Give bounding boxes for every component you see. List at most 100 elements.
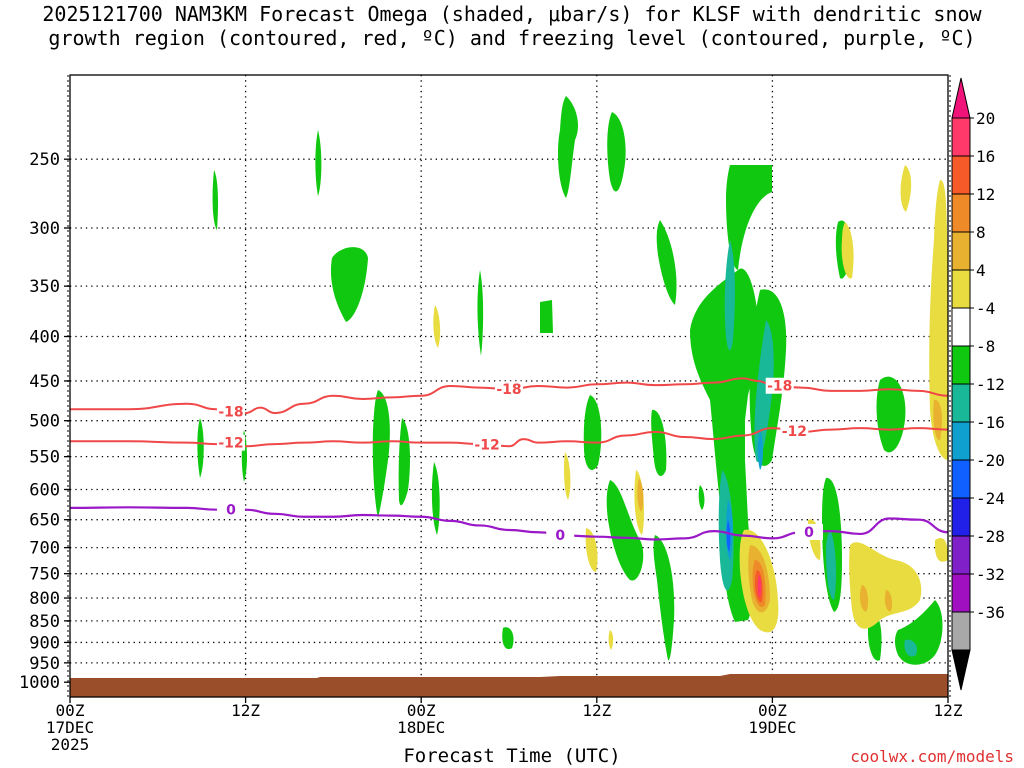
contour-label: -18	[767, 379, 792, 395]
omega-area	[754, 320, 774, 462]
contour-label-bg	[216, 403, 245, 420]
contour-label-bg	[794, 523, 823, 540]
x-tick-label: 18DEC	[397, 718, 445, 737]
omega-area	[653, 535, 675, 661]
colorbar-label: -28	[976, 527, 1005, 546]
y-tick-label: 300	[29, 219, 60, 239]
contour-label: -18	[496, 382, 521, 398]
colorbar-label: 16	[976, 147, 995, 166]
contour-label-bg	[495, 381, 523, 398]
y-tick-label: 350	[29, 277, 60, 297]
omega-area	[433, 305, 441, 348]
colorbar-swatch	[951, 193, 971, 233]
omega-area	[637, 478, 644, 512]
colorbar-label: -32	[976, 565, 1005, 584]
contour-label-bg	[473, 436, 502, 453]
omega-area	[212, 170, 218, 230]
omega-area	[540, 300, 553, 333]
x-tick-label: 2025	[51, 735, 90, 754]
y-tick-label: 250	[29, 150, 60, 170]
credit-text: coolwx.com/models	[850, 747, 1014, 766]
contour-lines: -18 -18 -18 -12 -12 -12 0 0 0	[69, 377, 949, 544]
y-tick-label: 800	[29, 589, 60, 609]
colorbar-swatch	[951, 383, 971, 423]
colorbar-top-arrow	[951, 77, 971, 119]
omega-area	[757, 430, 763, 470]
omega-area	[585, 528, 598, 572]
contour-label: 0	[555, 528, 565, 544]
omega-area	[929, 180, 948, 460]
omega-area	[690, 268, 759, 622]
omega-area	[197, 418, 204, 478]
omega-area	[724, 240, 735, 351]
colorbar-swatch	[951, 345, 971, 385]
colorbar-label: -16	[976, 413, 1005, 432]
x-tick-label: 00Z	[56, 701, 85, 720]
y-tick-label: 600	[29, 480, 60, 500]
x-tick-label: 12Z	[934, 701, 963, 720]
x-tick-label: 00Z	[407, 701, 436, 720]
contour-label: -18	[218, 405, 243, 421]
omega-area	[372, 390, 390, 518]
colorbar-swatch	[951, 573, 971, 613]
omega-area	[726, 520, 731, 552]
y-tick-label: 900	[29, 633, 60, 653]
colorbar-swatch	[951, 231, 971, 271]
colorbar-swatch	[951, 269, 971, 309]
chart-title-line2: growth region (contoured, red, ºC) and f…	[48, 26, 976, 50]
omega-area	[477, 270, 484, 356]
omega-area	[757, 575, 762, 598]
contour-label-bg	[216, 501, 245, 518]
omega-area	[431, 462, 440, 535]
colorbar-swatch	[951, 459, 971, 499]
colorbar-label: 8	[976, 223, 986, 242]
omega-area	[564, 452, 571, 500]
contour-label: -12	[218, 436, 243, 452]
colorbar: 20 16 12 8 4 -4 -8 -12 -16 -20 -24 -28 -32 -36	[951, 77, 1005, 691]
omega-area	[608, 630, 614, 650]
y-tick-label: 500	[29, 412, 60, 432]
omega-shading	[197, 96, 948, 665]
omega-area	[583, 395, 602, 470]
chart-title-line1: 2025121700 NAM3KM Forecast Omega (shaded…	[42, 2, 982, 26]
colorbar-swatch	[951, 155, 971, 195]
plot-frame	[69, 74, 949, 698]
colorbar-label: 4	[976, 261, 986, 280]
y-tick-label: 450	[29, 372, 60, 392]
x-tick-label: 12Z	[231, 701, 260, 720]
x-tick-label: 17DEC	[46, 718, 94, 737]
colorbar-label: -24	[976, 489, 1005, 508]
omega-area	[849, 542, 922, 629]
colorbar-label: -12	[976, 375, 1005, 394]
omega-area	[859, 585, 869, 612]
y-tick-label: 650	[29, 511, 60, 531]
omega-area	[876, 376, 906, 453]
omega-area	[826, 530, 837, 600]
axes: 2503003504004505005506006507007508008509…	[19, 74, 963, 754]
terrain-fill	[70, 678, 948, 697]
y-tick-label: 950	[29, 654, 60, 674]
omega-area	[934, 538, 948, 562]
omega-area	[841, 222, 854, 279]
x-tick-label: 12Z	[582, 701, 611, 720]
contour-label: -12	[474, 438, 499, 454]
colorbar-swatch	[951, 611, 971, 651]
omega-area	[900, 165, 912, 212]
omega-area	[606, 480, 644, 581]
colorbar-label: -36	[976, 603, 1005, 622]
colorbar-swatch	[951, 497, 971, 537]
colorbar-label: 12	[976, 185, 995, 204]
colorbar-swatch	[951, 307, 971, 347]
colorbar-swatch	[951, 535, 971, 575]
y-tick-label: 750	[29, 565, 60, 585]
colorbar-swatch	[951, 117, 971, 157]
y-tick-label: 700	[29, 539, 60, 559]
x-tick-label: 19DEC	[748, 718, 796, 737]
x-tick-label: 00Z	[758, 701, 787, 720]
omega-area	[558, 96, 579, 198]
omega-area	[502, 627, 514, 650]
omega-area	[651, 409, 667, 476]
omega-area	[726, 165, 772, 270]
colorbar-label: 20	[976, 109, 995, 128]
